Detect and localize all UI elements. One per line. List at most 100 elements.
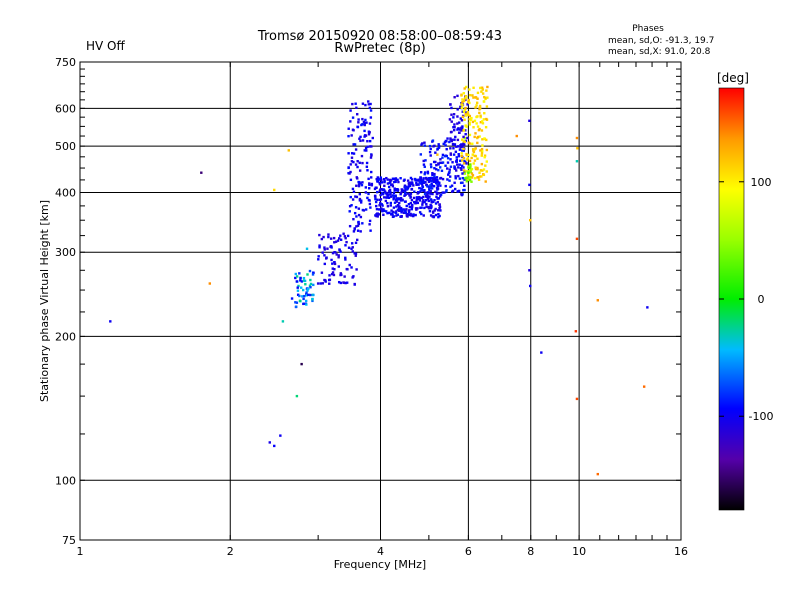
data-point — [349, 195, 352, 199]
data-point — [420, 182, 424, 185]
data-point — [416, 192, 419, 195]
data-point — [323, 262, 326, 266]
data-point — [302, 302, 305, 306]
data-point — [439, 193, 443, 196]
data-point — [428, 144, 432, 148]
data-point — [429, 189, 432, 193]
data-point — [435, 191, 439, 194]
data-point — [353, 227, 356, 230]
data-point — [448, 168, 451, 171]
y-axis-label: Stationary phase Virtual Height [km] — [38, 200, 51, 402]
data-point — [413, 190, 416, 193]
data-point — [479, 86, 482, 90]
data-point — [402, 211, 406, 215]
data-point — [460, 149, 464, 152]
data-point — [431, 184, 434, 187]
data-point — [478, 111, 481, 115]
data-point — [429, 214, 433, 217]
data-point — [461, 103, 464, 107]
data-point — [367, 103, 371, 106]
data-point — [368, 139, 372, 143]
data-point — [374, 186, 378, 189]
data-point — [300, 280, 304, 283]
data-point — [385, 196, 388, 199]
data-point — [449, 158, 452, 161]
data-point — [468, 123, 471, 126]
data-point — [420, 187, 423, 190]
data-point — [467, 171, 470, 174]
data-point — [480, 175, 483, 178]
data-point — [367, 198, 371, 202]
data-point — [469, 165, 472, 168]
data-point — [478, 127, 481, 131]
data-point — [339, 272, 343, 275]
data-point — [295, 394, 299, 398]
data-point — [356, 113, 359, 116]
data-point — [472, 150, 476, 154]
data-point — [437, 215, 440, 219]
data-point — [435, 163, 438, 167]
data-point — [449, 152, 452, 155]
data-point — [363, 123, 366, 127]
data-point — [354, 241, 358, 245]
data-point — [338, 248, 341, 252]
data-point — [385, 176, 388, 180]
data-point — [392, 198, 395, 201]
data-point — [380, 203, 384, 206]
data-point — [462, 135, 465, 139]
data-point — [345, 281, 349, 284]
data-point — [418, 186, 421, 190]
data-point — [454, 187, 457, 191]
data-point — [386, 211, 389, 215]
data-point — [344, 281, 347, 285]
data-point — [355, 176, 358, 179]
data-point — [478, 108, 481, 111]
data-point — [399, 192, 402, 196]
data-point — [457, 166, 460, 169]
data-point — [456, 145, 460, 148]
data-point — [378, 183, 382, 186]
data-point — [404, 186, 407, 189]
data-point — [323, 254, 326, 257]
data-point — [410, 198, 414, 202]
data-point — [356, 224, 360, 227]
data-point — [479, 115, 482, 119]
data-point — [646, 306, 649, 309]
data-point — [364, 191, 368, 194]
data-point — [430, 176, 433, 180]
data-point — [358, 181, 361, 184]
data-point — [347, 166, 350, 170]
data-point — [443, 141, 447, 144]
data-point — [470, 176, 474, 179]
data-point — [365, 165, 369, 168]
data-point — [366, 196, 369, 200]
data-point — [320, 271, 324, 274]
data-point — [430, 179, 433, 183]
data-point — [318, 233, 321, 237]
data-point — [448, 179, 451, 182]
data-point — [391, 194, 395, 197]
data-point — [481, 150, 484, 153]
data-point — [354, 148, 358, 151]
data-point — [324, 280, 327, 283]
data-point — [332, 236, 336, 240]
data-point — [348, 204, 352, 208]
data-point — [356, 229, 360, 232]
data-point — [350, 160, 354, 163]
data-point — [466, 103, 469, 106]
data-point — [369, 156, 373, 159]
data-point — [431, 172, 434, 175]
data-point — [462, 162, 466, 165]
data-point — [312, 293, 315, 297]
data-point — [359, 230, 362, 233]
data-point — [470, 156, 473, 160]
data-point — [392, 191, 396, 195]
data-point — [481, 88, 484, 91]
data-point — [305, 247, 309, 250]
data-point — [355, 225, 358, 228]
data-point — [361, 139, 365, 142]
data-point — [445, 190, 448, 193]
data-point — [442, 142, 445, 146]
data-point — [457, 131, 461, 134]
data-point — [361, 161, 364, 165]
